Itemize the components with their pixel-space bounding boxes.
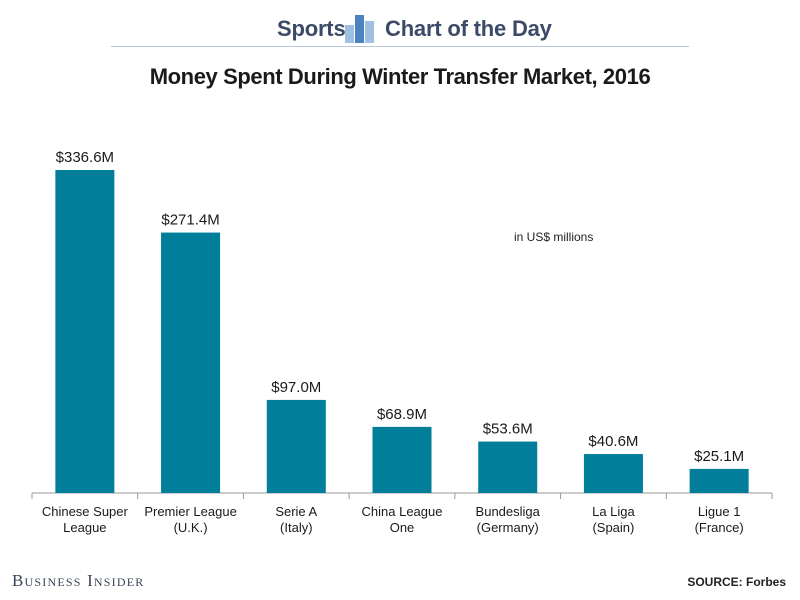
bar-chart-icon [345,15,374,43]
data-label: $271.4M [161,212,219,229]
unit-note: in US$ millions [514,230,594,244]
source-note: SOURCE: Forbes [687,575,786,589]
bar [266,399,326,493]
bar [372,426,432,493]
category-label: (U.K.) [174,520,208,535]
category-label: One [390,520,415,535]
category-label: (France) [695,520,744,535]
category-label: (Italy) [280,520,313,535]
header-divider [111,46,689,47]
category-label: La Liga [592,504,635,519]
category-label: Premier League [144,504,237,519]
publisher-logo: Business Insider [12,571,145,590]
chart-of-the-day-header: Sports Chart of the Day [0,12,800,48]
category-label: Bundesliga [476,504,541,519]
chart-title: Money Spent During Winter Transfer Marke… [149,64,651,89]
data-label: $40.6M [588,433,638,450]
bar [583,454,643,493]
bar [478,441,538,493]
header-sports-label: Sports [277,16,346,41]
category-label: China League [362,504,443,519]
category-label: Ligue 1 [698,504,741,519]
category-label: (Spain) [592,520,634,535]
category-label: (Germany) [477,520,539,535]
category-label: League [63,520,106,535]
data-label: $68.9M [377,406,427,423]
bar [55,170,115,493]
data-label: $336.6M [56,149,114,166]
data-label: $53.6M [483,421,533,438]
category-label: Serie A [275,504,317,519]
bar [161,232,221,493]
bar [689,468,749,493]
header-chart-of-the-day-label: Chart of the Day [385,16,552,41]
data-label: $97.0M [271,379,321,396]
data-label: $25.1M [694,448,744,465]
category-label: Chinese Super [42,504,129,519]
